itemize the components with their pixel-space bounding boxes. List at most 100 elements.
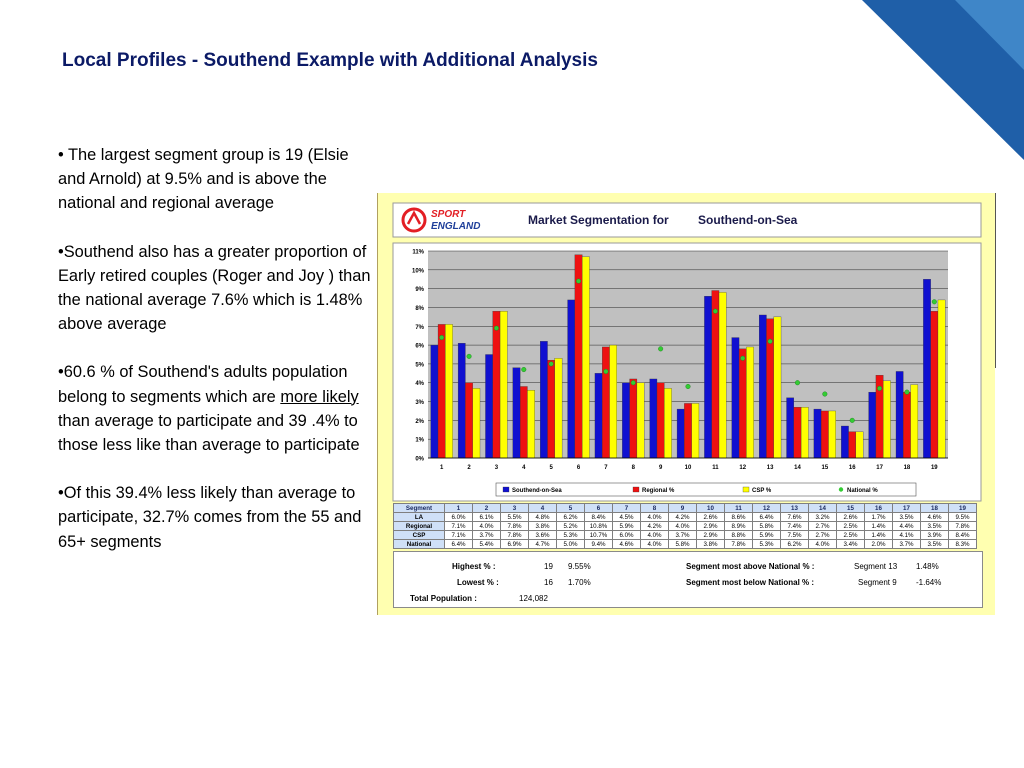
bullet-3-underlined: more likely bbox=[280, 387, 359, 406]
bar-csp--10 bbox=[691, 403, 700, 459]
bar-csp--3 bbox=[499, 311, 508, 459]
table-header-segment: 13 bbox=[780, 503, 809, 513]
legend-swatch bbox=[742, 486, 750, 493]
table-cell: 4.0% bbox=[640, 539, 669, 549]
table-cell: 7.8% bbox=[500, 521, 529, 531]
national-point-7 bbox=[603, 368, 609, 374]
table-header-segment: 10 bbox=[696, 503, 725, 513]
bar-southend-on-sea-1 bbox=[430, 344, 439, 459]
table-header-segment: 14 bbox=[808, 503, 837, 513]
table-cell: 3.7% bbox=[472, 530, 501, 540]
table-cell: 6.4% bbox=[752, 512, 781, 522]
total-population-label: Total Population : bbox=[410, 594, 477, 603]
table-header-segment: 8 bbox=[640, 503, 669, 513]
y-tick-label: 7% bbox=[415, 325, 424, 331]
most-above-segment: Segment 13 bbox=[854, 562, 898, 571]
bullet-1: • The largest segment group is 19 (Elsie… bbox=[58, 143, 374, 216]
y-tick-label: 6% bbox=[415, 344, 424, 350]
bar-southend-on-sea-5 bbox=[540, 341, 548, 459]
bar-regional--19 bbox=[930, 311, 939, 459]
table-cell: 3.5% bbox=[920, 539, 949, 549]
bar-southend-on-sea-2 bbox=[457, 343, 466, 459]
slide-title: Local Profiles - Southend Example with A… bbox=[62, 50, 598, 71]
logo-ring bbox=[401, 207, 427, 233]
x-tick-label: 15 bbox=[821, 465, 828, 471]
bar-regional--8 bbox=[629, 378, 638, 459]
table-cell: 1.4% bbox=[864, 521, 893, 531]
bar-regional--9 bbox=[656, 382, 665, 459]
highest-label: Highest % : bbox=[452, 562, 496, 571]
table-row-label: Regional bbox=[393, 521, 445, 531]
table-cell: 2.5% bbox=[836, 521, 865, 531]
sport-england-logo: SPORT ENGLAND bbox=[401, 207, 480, 233]
bar-southend-on-sea-3 bbox=[485, 354, 493, 459]
table-cell: 10.7% bbox=[584, 530, 613, 540]
table-cell: 5.9% bbox=[612, 521, 641, 531]
corner-triangle-light bbox=[955, 0, 1024, 70]
bars bbox=[430, 254, 946, 459]
table-row-label: LA bbox=[393, 512, 445, 522]
national-point-1 bbox=[439, 335, 445, 341]
bar-southend-on-sea-17 bbox=[868, 391, 877, 459]
national-point-15 bbox=[822, 391, 828, 397]
table-cell: 7.6% bbox=[780, 512, 809, 522]
table-cell: 3.7% bbox=[668, 530, 697, 540]
x-tick-label: 18 bbox=[904, 465, 911, 471]
bullet-3-text-end: than average to participate and 39 .4% t… bbox=[58, 411, 360, 455]
table-cell: 6.2% bbox=[556, 512, 585, 522]
national-point-18 bbox=[904, 389, 910, 395]
y-tick-label: 1% bbox=[415, 438, 424, 444]
segment-table: Segment 1 2 3 4 5 6 7 8 9 10 11 12 13 14 15 16 17 18 19 LA 6.… bbox=[393, 503, 977, 549]
table-cell: 3.5% bbox=[920, 521, 949, 531]
table-cell: 5.4% bbox=[472, 539, 501, 549]
table-cell: 6.0% bbox=[612, 530, 641, 540]
bar-regional--4 bbox=[519, 386, 528, 459]
table-header-segment: 7 bbox=[612, 503, 641, 513]
corner-triangle-dark bbox=[862, 0, 1024, 160]
table-cell: 4.0% bbox=[808, 539, 837, 549]
table-cell: 3.9% bbox=[920, 530, 949, 540]
x-tick-label: 5 bbox=[549, 465, 553, 471]
table-header-segment: 2 bbox=[472, 503, 501, 513]
highest-value: 9.55% bbox=[568, 562, 591, 571]
table-cell: 4.0% bbox=[640, 530, 669, 540]
national-point-9 bbox=[658, 346, 664, 352]
national-points bbox=[439, 278, 937, 423]
table-row: Regional 7.1% 4.0% 7.8% 3.8% 5.2% 10.8% 5.9% 4.2… bbox=[393, 521, 977, 531]
bar-csp--4 bbox=[527, 390, 535, 459]
table-header-segment: 6 bbox=[584, 503, 613, 513]
table-cell: 5.0% bbox=[556, 539, 585, 549]
most-above-label: Segment most above National % : bbox=[686, 562, 815, 571]
most-below-label: Segment most below National % : bbox=[686, 578, 815, 587]
table-cell: 4.1% bbox=[892, 530, 921, 540]
bar-regional--15 bbox=[821, 410, 829, 459]
panel-location: Southend-on-Sea bbox=[698, 213, 798, 227]
summary-box: Highest % : 19 9.55% Lowest % : 16 1.70%… bbox=[393, 551, 983, 608]
national-point-8 bbox=[630, 380, 636, 386]
table-header-segment: 9 bbox=[668, 503, 697, 513]
legend-swatch bbox=[502, 486, 510, 493]
table-cell: 8.9% bbox=[724, 521, 753, 531]
lowest-segment: 16 bbox=[544, 578, 553, 587]
bar-southend-on-sea-6 bbox=[567, 299, 576, 459]
bar-csp--5 bbox=[554, 358, 563, 459]
x-tick-label: 13 bbox=[767, 465, 774, 471]
table-cell: 5.2% bbox=[556, 521, 585, 531]
y-tick-label: 11% bbox=[412, 250, 424, 256]
bar-southend-on-sea-19 bbox=[923, 279, 931, 459]
bullet-3: •60.6 % of Southend's adults population … bbox=[58, 360, 374, 457]
panel-heading: Market Segmentation for bbox=[528, 213, 669, 227]
bullet-1-text: • The largest segment group is 19 (Elsie… bbox=[58, 146, 349, 213]
x-tick-label: 17 bbox=[876, 465, 883, 471]
bar-regional--16 bbox=[848, 431, 857, 459]
national-point-6 bbox=[576, 278, 582, 284]
highest-segment: 19 bbox=[544, 562, 553, 571]
national-point-14 bbox=[794, 380, 800, 386]
bar-csp--16 bbox=[855, 431, 864, 459]
table-cell: 5.5% bbox=[500, 512, 529, 522]
table-cell: 8.8% bbox=[724, 530, 753, 540]
x-axis: 1 2 3 4 5 6 7 8 9 10 11 12 13 14 15 16 17 18 19 bbox=[428, 457, 948, 471]
legend-label: CSP % bbox=[752, 488, 772, 494]
national-point-3 bbox=[493, 325, 499, 331]
table-cell: 4.8% bbox=[528, 512, 557, 522]
